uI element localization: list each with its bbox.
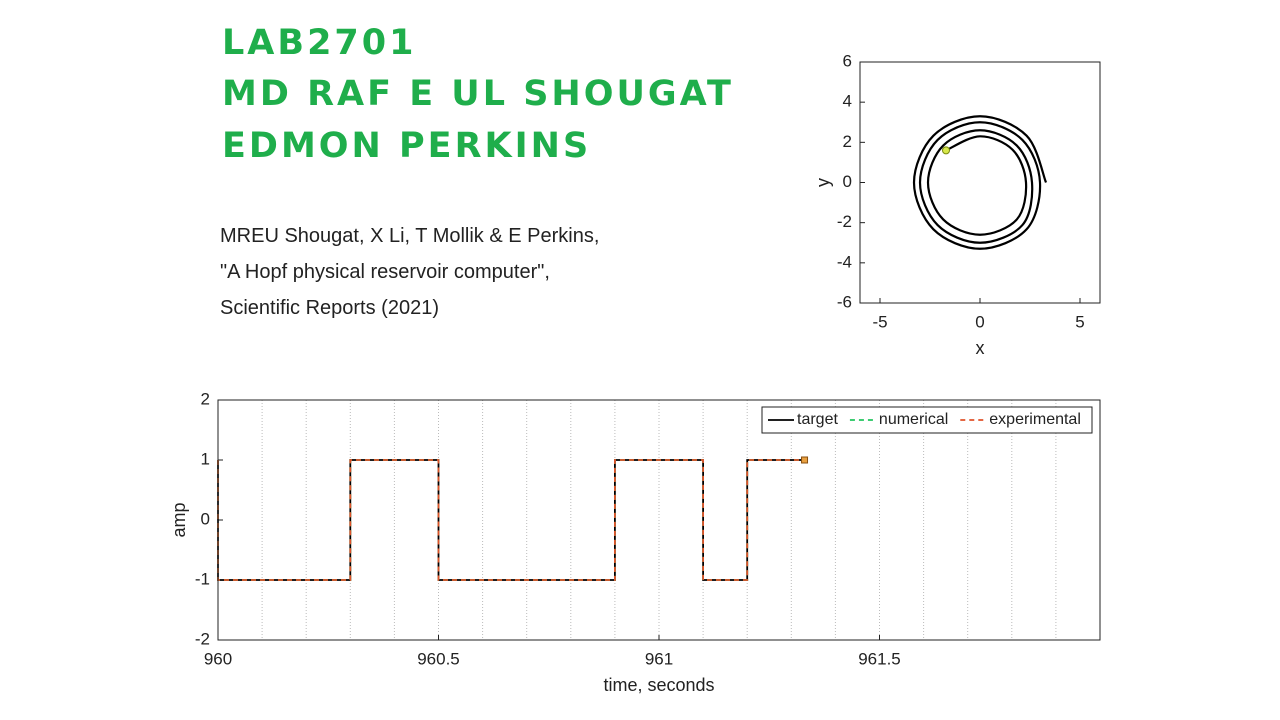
- citation-line: MREU Shougat, X Li, T Mollik & E Perkins…: [220, 225, 599, 247]
- legend-label: experimental: [989, 411, 1081, 428]
- x-axis-label: time, seconds: [603, 675, 714, 695]
- y-tick-label: 0: [201, 509, 210, 528]
- x-tick-label: 961: [645, 649, 673, 668]
- y-axis-label: y: [813, 178, 833, 187]
- legend-label: target: [797, 411, 838, 428]
- y-tick-label: -6: [837, 292, 852, 311]
- y-tick-label: 4: [843, 92, 852, 111]
- header-line: EDMON PERKINS: [222, 126, 591, 166]
- y-tick-label: 6: [843, 51, 852, 70]
- data-line: [912, 115, 1048, 250]
- y-tick-label: -4: [837, 252, 852, 271]
- x-axis-label: x: [976, 338, 985, 358]
- y-tick-label: 2: [843, 132, 852, 151]
- legend-box: [761, 406, 1093, 434]
- y-tick-label: 0: [843, 172, 852, 191]
- y-axis-label: amp: [169, 502, 189, 537]
- x-tick-label: 960.5: [417, 649, 460, 668]
- y-tick-label: -2: [195, 629, 210, 648]
- x-tick-label: -5: [872, 312, 887, 331]
- axes-box: [859, 61, 1101, 304]
- y-tick-label: -1: [195, 569, 210, 588]
- axes-box: [217, 399, 1101, 641]
- citation-line: "A Hopf physical reservoir computer",: [220, 261, 550, 283]
- end-marker: [942, 146, 950, 155]
- y-tick-label: 1: [201, 449, 210, 468]
- end-marker: [801, 456, 809, 464]
- x-tick-label: 5: [1075, 312, 1084, 331]
- x-tick-label: 0: [975, 312, 984, 331]
- header-line: MD RAF E UL SHOUGAT: [222, 74, 734, 114]
- citation-line: Scientific Reports (2021): [220, 297, 439, 319]
- header-line: LAB2701: [222, 23, 416, 63]
- y-tick-label: -2: [837, 212, 852, 231]
- data-line: [217, 459, 805, 581]
- x-tick-label: 961.5: [858, 649, 901, 668]
- x-tick-label: 960: [204, 649, 232, 668]
- y-tick-label: 2: [201, 389, 210, 408]
- legend-label: numerical: [879, 411, 948, 428]
